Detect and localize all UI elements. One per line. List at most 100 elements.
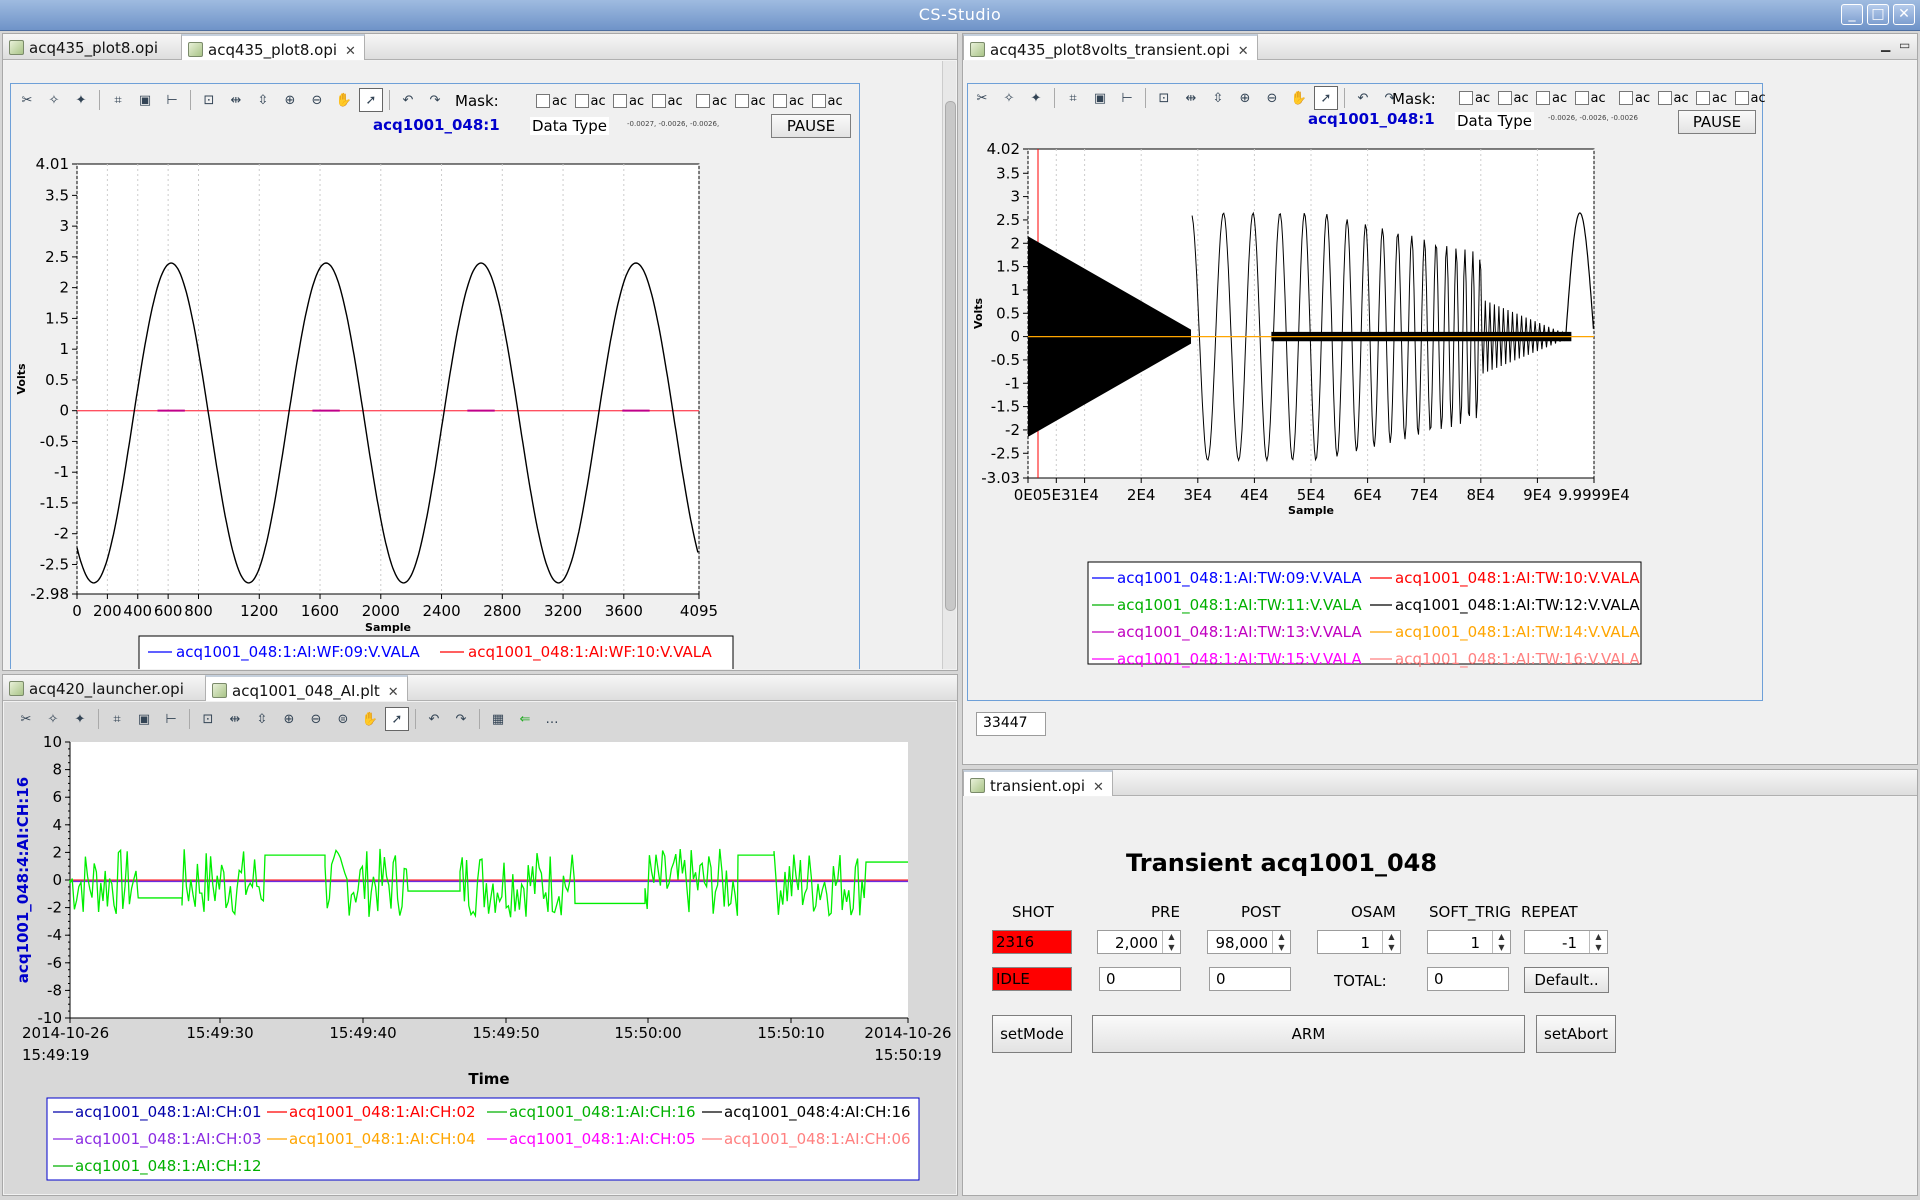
zoom-in-icon[interactable]: ⊕ [1239, 90, 1251, 106]
pointer-icon[interactable]: ➚ [1314, 86, 1338, 110]
autoscale-icon[interactable]: ⌗ [113, 711, 121, 727]
more-icon[interactable]: … [545, 711, 559, 727]
mask-checkbox-1[interactable]: ac [536, 90, 570, 112]
scrollbar-thumb[interactable] [945, 101, 956, 611]
undo-icon[interactable]: ↶ [402, 92, 414, 108]
close-tab-icon[interactable]: ✕ [1092, 780, 1104, 795]
checkbox-icon[interactable] [1657, 91, 1672, 105]
checkbox-icon[interactable] [1574, 91, 1589, 105]
horizontal-zoom-icon[interactable]: ⇹ [230, 92, 242, 108]
pan-icon[interactable]: ✋ [335, 92, 353, 108]
vertical-scrollbar[interactable] [942, 61, 956, 669]
pre-spinner[interactable]: 2,000 ▲ ▼ [1097, 930, 1181, 954]
checkbox-icon[interactable] [1619, 91, 1633, 105]
pan-icon[interactable]: ✋ [1290, 90, 1308, 106]
maximize-pane-icon[interactable]: ▭ [1899, 38, 1911, 52]
remove-annotation-icon[interactable]: ✦ [74, 711, 86, 727]
zoom-out-icon[interactable]: ⊖ [310, 711, 322, 727]
vertical-zoom-icon[interactable]: ⇳ [257, 92, 269, 108]
checkbox-icon[interactable] [1734, 91, 1749, 105]
undo-icon[interactable]: ↶ [1357, 90, 1369, 106]
soft-trig-spinner[interactable]: 1 ▲ ▼ [1427, 930, 1511, 954]
snapshot-icon[interactable]: ▦ [491, 711, 505, 727]
zoom-box-icon[interactable]: ▣ [138, 92, 152, 108]
tab-acq435-plot8-b[interactable]: acq435_plot8.opi ✕ [181, 34, 365, 60]
scissors-icon[interactable]: ✂ [976, 90, 988, 106]
mask-checkbox-8[interactable]: ac [811, 90, 846, 112]
rubberband-zoom-icon[interactable]: ⊡ [203, 92, 215, 108]
mask-checkbox-6[interactable]: ac [1657, 87, 1692, 109]
horizontal-zoom-icon[interactable]: ⇹ [229, 711, 241, 727]
checkbox-icon[interactable] [574, 94, 589, 108]
zoom-reset-icon[interactable]: ⊜ [337, 711, 349, 727]
checkbox-icon[interactable] [1536, 91, 1550, 105]
mask-checkbox-2[interactable]: ac [574, 90, 609, 112]
pointer-icon[interactable]: ➚ [359, 88, 383, 112]
osam-spinner[interactable]: 1 ▲ ▼ [1317, 930, 1401, 954]
zoom-box-icon[interactable]: ▣ [137, 711, 151, 727]
maximize-button[interactable]: □ [1867, 4, 1889, 25]
autoscale-icon[interactable]: ⌗ [1069, 90, 1077, 106]
add-annotation-icon[interactable]: ✧ [48, 92, 60, 108]
zoom-out-icon[interactable]: ⊖ [1266, 90, 1278, 106]
arm-button[interactable]: ARM [1092, 1015, 1525, 1053]
checkbox-icon[interactable] [1497, 91, 1512, 105]
spinner-arrows-icon[interactable]: ▲ ▼ [1589, 931, 1607, 953]
zoom-in-icon[interactable]: ⊕ [284, 92, 296, 108]
post-spinner[interactable]: 98,000 ▲ ▼ [1207, 930, 1291, 954]
mask-checkbox-3[interactable]: ac [1536, 87, 1570, 109]
transient-waveform-chart[interactable]: 0E0 5E3 1E4 2E4 3E4 4E4 5E4 6E4 7E4 8E4 9E4 9.9999E… [968, 136, 1764, 702]
vertical-zoom-icon[interactable]: ⇳ [1212, 90, 1224, 106]
checkbox-icon[interactable] [1459, 91, 1473, 105]
redo-icon[interactable]: ↷ [1384, 90, 1396, 106]
pause-button[interactable]: PAUSE [1678, 110, 1756, 134]
tab-acq435-plot8volts-transient[interactable]: acq435_plot8volts_transient.opi ✕ [963, 34, 1258, 60]
close-window-button[interactable]: ✕ [1893, 4, 1915, 25]
minimize-pane-icon[interactable]: ▁ [1881, 38, 1891, 52]
tab-transient[interactable]: transient.opi ✕ [963, 770, 1113, 796]
setabort-button[interactable]: setAbort [1536, 1015, 1616, 1053]
mask-checkbox-7[interactable]: ac [773, 90, 807, 112]
zoom-in-icon[interactable]: ⊕ [283, 711, 295, 727]
spinner-arrows-icon[interactable]: ▲ ▼ [1492, 931, 1510, 953]
pointer-icon[interactable]: ➚ [385, 707, 409, 731]
tab-acq435-plot8-a[interactable]: acq435_plot8.opi [3, 34, 166, 60]
close-tab-icon[interactable]: ✕ [387, 685, 399, 700]
spinner-arrows-icon[interactable]: ▲ ▼ [1382, 931, 1400, 953]
mask-checkbox-4[interactable]: ac [1574, 87, 1609, 109]
setmode-button[interactable]: setMode [992, 1015, 1072, 1053]
mask-checkbox-4[interactable]: ac [651, 90, 686, 112]
autoscale-icon[interactable]: ⌗ [114, 92, 122, 108]
add-annotation-icon[interactable]: ✧ [1003, 90, 1015, 106]
checkbox-icon[interactable] [773, 94, 787, 108]
tab-acq420-launcher[interactable]: acq420_launcher.opi [3, 675, 192, 701]
checkbox-icon[interactable] [1696, 91, 1710, 105]
minimize-button[interactable]: _ [1841, 4, 1863, 25]
rubberband-zoom-icon[interactable]: ⊡ [1158, 90, 1170, 106]
undo-icon[interactable]: ↶ [428, 711, 440, 727]
mask-checkbox-6[interactable]: ac [734, 90, 769, 112]
close-tab-icon[interactable]: ✕ [1237, 44, 1249, 59]
axis-icon[interactable]: ⊢ [165, 711, 177, 727]
scissors-icon[interactable]: ✂ [20, 711, 32, 727]
pan-icon[interactable]: ✋ [361, 711, 379, 727]
mask-checkbox-3[interactable]: ac [613, 90, 647, 112]
back-arrow-icon[interactable]: ⇐ [519, 711, 531, 727]
checkbox-icon[interactable] [811, 94, 826, 108]
tab-acq1001-ai-plt[interactable]: acq1001_048_AI.plt ✕ [205, 675, 408, 701]
mask-checkbox-1[interactable]: ac [1459, 87, 1493, 109]
checkbox-icon[interactable] [536, 94, 550, 108]
rubberband-zoom-icon[interactable]: ⊡ [202, 711, 214, 727]
spinner-arrows-icon[interactable]: ▲ ▼ [1272, 931, 1290, 953]
mask-checkbox-2[interactable]: ac [1497, 87, 1532, 109]
horizontal-zoom-icon[interactable]: ⇹ [1185, 90, 1197, 106]
repeat-spinner[interactable]: -1 ▲ ▼ [1524, 930, 1608, 954]
axis-icon[interactable]: ⊢ [166, 92, 178, 108]
add-annotation-icon[interactable]: ✧ [47, 711, 59, 727]
mask-checkbox-7[interactable]: ac [1696, 87, 1730, 109]
spinner-arrows-icon[interactable]: ▲ ▼ [1162, 931, 1180, 953]
checkbox-icon[interactable] [734, 94, 749, 108]
mask-checkbox-5[interactable]: ac [1619, 87, 1653, 109]
default-button[interactable]: Default.. [1524, 967, 1609, 993]
close-tab-icon[interactable]: ✕ [345, 44, 356, 59]
